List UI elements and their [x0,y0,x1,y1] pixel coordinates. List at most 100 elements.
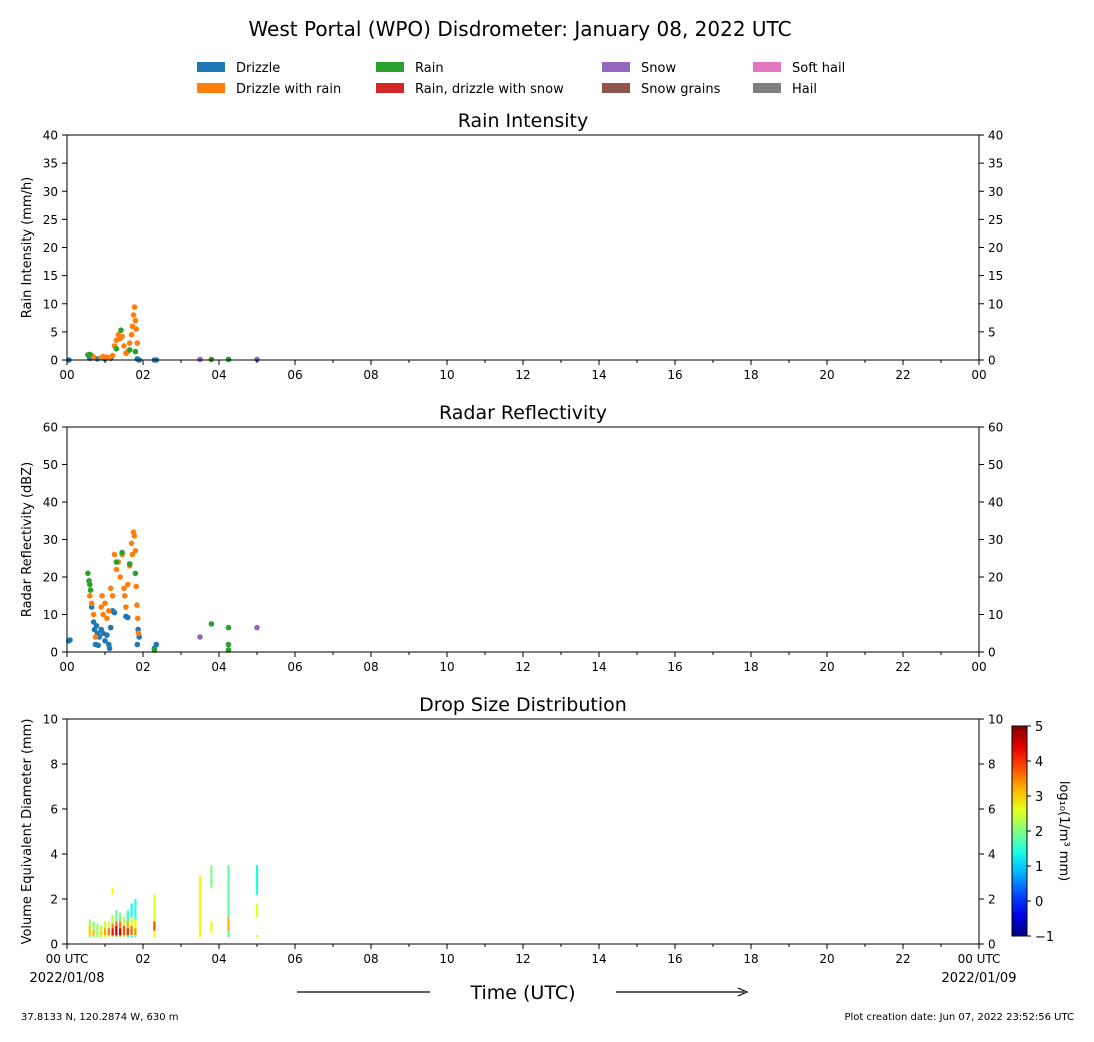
x-tick-label: 08 [363,952,378,966]
data-point [129,551,136,558]
legend-label: Soft hail [792,61,845,76]
data-point [121,585,127,592]
data-point [225,356,232,363]
y-tick-label: 0 [50,646,58,660]
x-tick-label: 20 [819,952,834,966]
y-tick-label: 4 [50,848,58,862]
y-tick-label-right: 5 [988,325,996,339]
heatmap-cell [134,919,137,937]
data-point [111,551,118,558]
data-point [122,593,128,599]
y-tick-label: 50 [43,458,58,472]
colorbar-tick-label: −1 [1035,930,1054,945]
y-tick-label: 20 [43,241,58,255]
y-tick-label-right: 10 [988,297,1003,311]
y-tick-label: 30 [43,533,58,547]
data-point [128,540,135,547]
x-tick-label: 12 [515,952,530,966]
x-tick-label: 14 [591,368,606,382]
data-point [197,634,203,640]
data-point [153,641,160,648]
x-tick-label: 06 [287,952,302,966]
heatmap-cell [255,865,259,895]
data-point [126,561,133,567]
heatmap-cell [126,928,129,936]
heatmap-cell [153,894,156,938]
footer-creation-date: Plot creation date: Jun 07, 2022 23:52:5… [844,1012,1074,1023]
x-tick-label: 00 [59,368,74,382]
data-point [85,570,91,577]
x-tick-label: 08 [363,368,378,382]
heatmap-cell [255,935,259,938]
end-date-label: 2022/01/09 [942,971,1017,986]
data-point [100,611,106,618]
heatmap-cell [107,928,110,936]
legend: Drizzle Drizzle with rain Rain Rain, drizzl… [197,61,845,97]
data-point [87,587,94,593]
plot-area [66,529,260,653]
colorbar-tick-label: 4 [1035,755,1043,770]
data-point [254,624,260,631]
x-tick-label: 10 [439,368,454,382]
axes-frame [66,718,980,945]
data-point [135,630,142,637]
heatmap-cell [134,928,137,936]
data-point [121,343,127,349]
colorbar-label: log₁₀(1/m³ mm) [1056,781,1071,881]
x-tick-label: 18 [743,952,758,966]
data-point [113,559,120,565]
y-tick-label: 25 [43,213,58,227]
x-tick-label: 04 [211,952,226,966]
data-point [95,642,101,649]
legend-swatch [376,62,404,72]
x-tick-label: 14 [591,660,606,674]
data-point [254,356,260,363]
data-point [132,348,139,355]
y-tick-label: 10 [43,713,58,727]
colorbar-gradient [1011,725,1028,937]
heatmap-cell [111,887,114,895]
arrow-head-icon [737,987,749,997]
legend-label: Drizzle with rain [236,82,341,97]
data-point [107,624,114,631]
heatmap-cell [92,921,95,938]
legend-swatch [376,83,404,93]
data-point [134,641,141,648]
heatmap-cell [119,928,122,936]
x-tick-label: 16 [667,952,682,966]
data-point [104,615,110,622]
plot-area [66,304,260,363]
data-point [130,312,137,318]
heatmap-cell [198,876,202,938]
data-point [87,581,93,588]
y-tick-label: 8 [50,758,58,772]
data-point [93,623,100,629]
x-tick-label: 06 [287,368,302,382]
y-tick-label: 40 [43,129,58,143]
x-tick-label: 04 [211,660,226,674]
data-point [119,333,125,340]
y-tick-label-right: 40 [988,129,1003,143]
y-tick-label: 15 [43,269,58,283]
x-tick-label: 10 [439,952,454,966]
data-point [133,583,139,590]
heatmap-cell [103,928,107,936]
legend-label: Drizzle [236,61,280,76]
panel-title: Drop Size Distribution [419,694,627,716]
data-point [131,304,138,310]
legend-label: Snow grains [641,82,721,97]
y-tick-label: 10 [43,608,58,622]
x-tick-label: 22 [895,952,910,966]
data-point [131,533,138,539]
x-tick-label: 02 [135,952,150,966]
data-point [133,326,139,332]
data-point [125,614,131,621]
y-tick-label-right: 10 [988,713,1003,727]
heatmap-cell [122,926,126,935]
legend-swatch [197,83,225,93]
y-tick-label-right: 0 [988,938,996,952]
y-tick-label-right: 35 [988,157,1003,171]
y-tick-label-right: 0 [988,354,996,368]
heatmap-cell [134,899,137,938]
x-tick-label: 02 [135,368,150,382]
